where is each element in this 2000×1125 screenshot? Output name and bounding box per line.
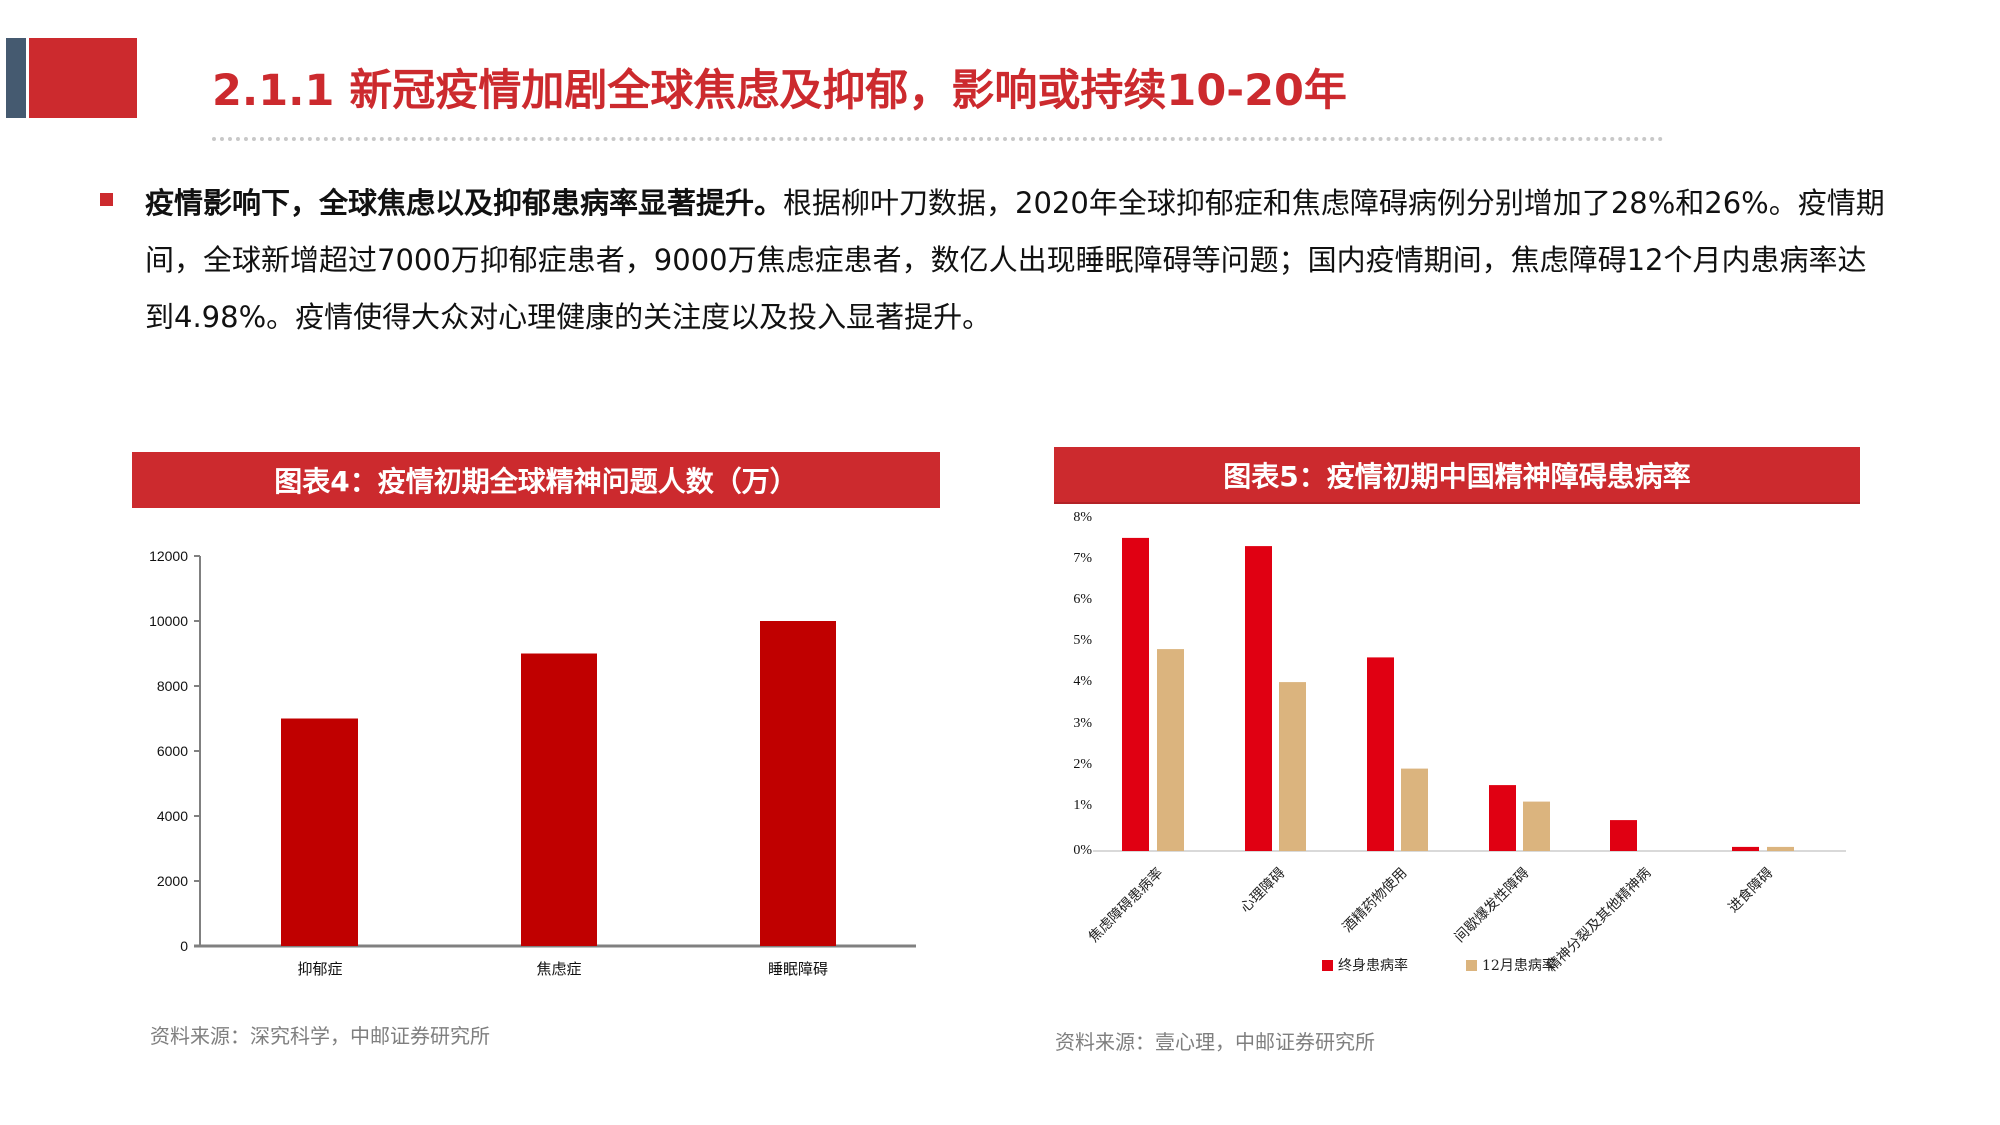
chart5-source: 资料来源：壹心理，中邮证券研究所: [1055, 1030, 1375, 1054]
header-accent-bar-red: [29, 38, 137, 118]
legend-swatch-tan-icon: [1466, 959, 1477, 971]
chart5-bar-12m-anxiety: [1157, 649, 1184, 851]
chart5-bar-12m-ied: [1523, 801, 1550, 851]
header-accent-bar-blue: [6, 38, 26, 118]
chart4-plot: [194, 555, 916, 948]
chart5-ytick: 3%: [1073, 716, 1092, 731]
body-bold-lead: 疫情影响下，全球焦虑以及抑郁患病率显著提升。: [145, 186, 784, 220]
chart5-legend-12month: 12月患病率: [1466, 955, 1556, 975]
chart5-xlabel: 焦虑障碍患病率: [1085, 865, 1167, 946]
chart5-plot: [1093, 537, 1846, 852]
chart5-xlabel: 进食障碍: [1725, 865, 1777, 916]
chart5-legend-lifetime: 终身患病率: [1322, 955, 1408, 975]
title-divider: [212, 137, 1664, 141]
chart4-xlabel: 焦虑症: [536, 960, 582, 978]
chart5-ytick: 7%: [1073, 551, 1092, 566]
chart4-xlabel: 睡眠障碍: [767, 960, 828, 978]
chart4-source: 资料来源：深究科学，中邮证券研究所: [150, 1024, 490, 1048]
legend-swatch-red-icon: [1322, 959, 1333, 971]
chart5-xlabel: 酒精药物使用: [1339, 865, 1411, 936]
chart5-bar-lifetime-schizophrenia: [1610, 820, 1637, 851]
chart5-bar-lifetime-anxiety: [1122, 537, 1149, 851]
chart5-bar-lifetime-mood: [1245, 546, 1272, 851]
body-text: 根据柳叶刀数据，2020年全球抑郁症和焦虑障碍病例分别增加了28%和26%。疫情…: [145, 186, 1885, 334]
chart4-heading-text: 图表4：疫情初期全球精神问题人数（万）: [274, 465, 798, 498]
legend-label: 终身患病率: [1338, 958, 1408, 974]
legend-label: 12月患病率: [1482, 958, 1556, 974]
chart4-ytick: 2000: [156, 873, 188, 889]
page-title: 2.1.1 新冠疫情加剧全球焦虑及抑郁，影响或持续10-20年: [212, 66, 1347, 116]
chart5-bar-lifetime-ied: [1489, 785, 1516, 851]
chart5-bar-12m-mood: [1279, 682, 1306, 851]
chart5-xlabel: 间歇爆发性障碍: [1451, 865, 1533, 946]
body-paragraph: 疫情影响下，全球焦虑以及抑郁患病率显著提升。根据柳叶刀数据，2020年全球抑郁症…: [145, 175, 1895, 346]
chart4-ytick: 10000: [149, 613, 188, 629]
chart5-ytick: 8%: [1073, 510, 1092, 525]
chart5-bar-12m-substance: [1401, 768, 1428, 851]
chart5-ytick: 6%: [1073, 592, 1092, 607]
chart4-bar-sleep: [760, 621, 836, 946]
chart5-xlabel: 心理障碍: [1237, 865, 1289, 916]
chart4-bar-anxiety: [521, 653, 597, 946]
chart4-bar-depression: [281, 718, 358, 946]
chart5-ytick: 4%: [1073, 674, 1092, 689]
chart4-ytick: 12000: [149, 548, 188, 564]
chart5-ytick: 5%: [1073, 633, 1092, 648]
chart5-ytick: 0%: [1073, 843, 1092, 858]
chart5-xlabel: 精神分裂及其他精神病: [1544, 865, 1655, 976]
chart5-ytick: 2%: [1073, 757, 1092, 772]
bullet-square-icon: [100, 193, 113, 206]
chart4-ytick: 0: [180, 938, 188, 954]
chart4-ytick: 4000: [156, 808, 188, 824]
chart4-y-ticks: [194, 555, 200, 882]
chart4-ytick: 6000: [156, 743, 188, 759]
chart4-xlabel: 抑郁症: [297, 960, 343, 978]
chart5-bar-12m-eating: [1767, 846, 1794, 851]
chart5-bar-lifetime-substance: [1367, 657, 1394, 851]
chart5-bar-lifetime-eating: [1732, 846, 1759, 851]
chart4-heading: 图表4：疫情初期全球精神问题人数（万）: [132, 452, 940, 508]
chart5-ytick: 1%: [1073, 798, 1092, 813]
chart5-heading: 图表5：疫情初期中国精神障碍患病率: [1054, 447, 1860, 502]
chart5-heading-text: 图表5：疫情初期中国精神障碍患病率: [1223, 459, 1691, 493]
chart4-ytick: 8000: [156, 678, 188, 694]
